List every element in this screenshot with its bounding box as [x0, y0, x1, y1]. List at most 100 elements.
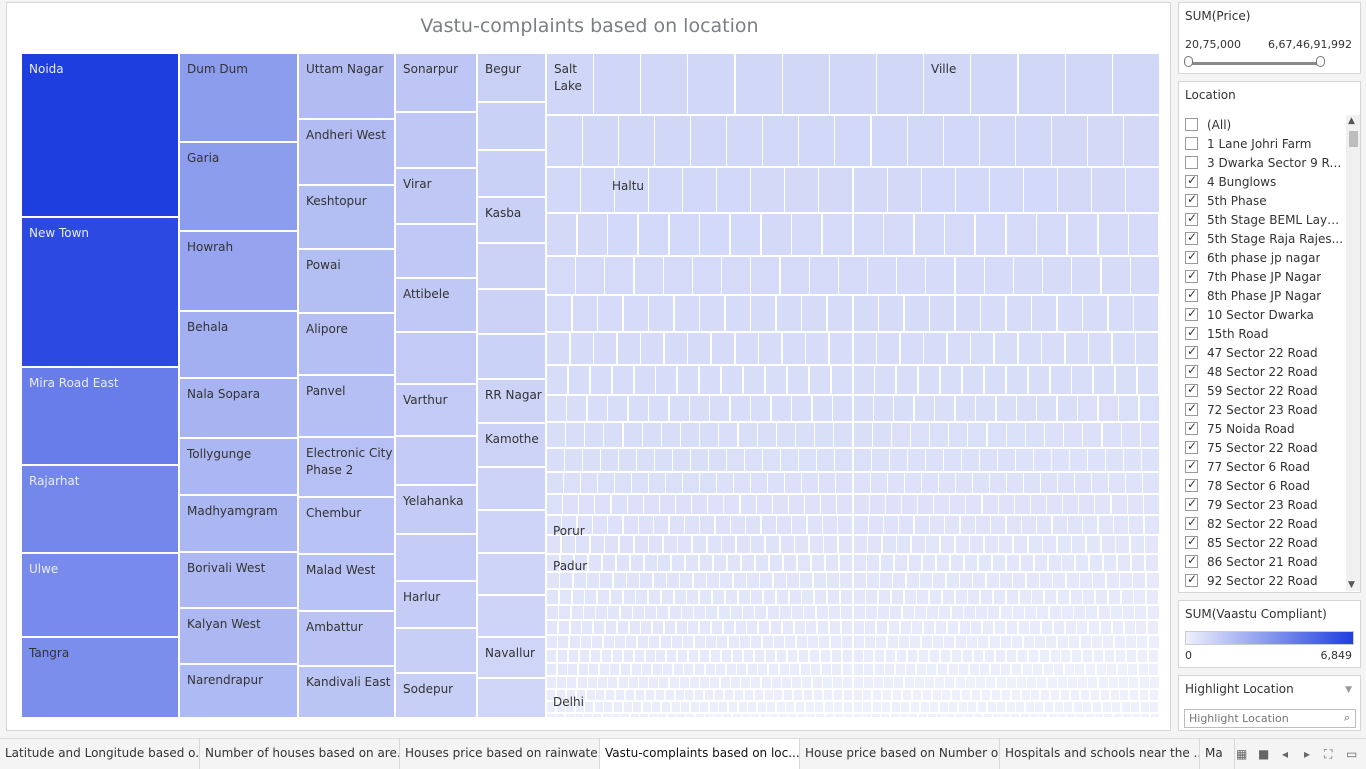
treemap-tile[interactable]: [805, 620, 817, 635]
treemap-tile[interactable]: [575, 535, 590, 554]
treemap-tile[interactable]: [782, 620, 794, 635]
treemap-tile[interactable]: [1137, 365, 1159, 395]
treemap-tile[interactable]: [825, 554, 839, 572]
treemap-tile[interactable]: [592, 713, 602, 718]
treemap-tile[interactable]: [831, 649, 842, 663]
treemap-tile[interactable]: [584, 422, 604, 448]
treemap-tile[interactable]: [1014, 494, 1031, 515]
treemap-tile[interactable]: [666, 649, 677, 663]
treemap-tile[interactable]: [1020, 554, 1034, 572]
treemap-tile[interactable]: [960, 515, 976, 535]
treemap-tile[interactable]: [626, 572, 640, 589]
treemap-tile[interactable]: [1098, 395, 1119, 422]
treemap-tile[interactable]: [607, 676, 618, 689]
treemap-tile[interactable]: [941, 689, 951, 701]
treemap-tile[interactable]: [965, 494, 982, 515]
treemap-tile[interactable]: [853, 535, 868, 554]
treemap-tile[interactable]: [716, 472, 734, 494]
treemap-tile[interactable]: [725, 295, 751, 332]
treemap-tile[interactable]: [923, 332, 947, 365]
treemap-tile[interactable]: [829, 332, 853, 365]
location-item[interactable]: 1 Lane Johri Farm: [1185, 134, 1347, 153]
treemap-tile[interactable]: [891, 589, 904, 605]
treemap-tile[interactable]: [1075, 713, 1085, 718]
treemap-tile[interactable]: [1018, 332, 1042, 365]
treemap-tile[interactable]: Kamothe: [477, 423, 546, 467]
treemap-tile[interactable]: [826, 572, 840, 589]
treemap-tile[interactable]: [685, 554, 699, 572]
treemap-tile[interactable]: [900, 332, 924, 365]
treemap-tile[interactable]: [594, 494, 611, 515]
treemap-tile[interactable]: [1078, 494, 1095, 515]
treemap-tile[interactable]: [677, 535, 692, 554]
treemap-tile[interactable]: [892, 689, 902, 701]
treemap-tile[interactable]: [987, 422, 1007, 448]
treemap-tile[interactable]: [634, 649, 645, 663]
treemap-tile[interactable]: [546, 620, 558, 635]
treemap-tile[interactable]: [728, 701, 738, 713]
treemap-tile[interactable]: [1133, 589, 1146, 605]
treemap-tile[interactable]: [811, 554, 825, 572]
treemap-tile[interactable]: [782, 53, 830, 115]
location-scrollbar[interactable]: ▲ ▼: [1346, 115, 1360, 591]
treemap-tile[interactable]: [935, 620, 947, 635]
treemap-tile[interactable]: [566, 395, 587, 422]
treemap-tile[interactable]: [1001, 689, 1011, 701]
treemap-tile[interactable]: [578, 494, 595, 515]
treemap-tile[interactable]: [726, 115, 763, 167]
treemap-tile[interactable]: [699, 554, 713, 572]
treemap-tile[interactable]: [705, 605, 718, 620]
treemap-tile[interactable]: Tollygunge: [179, 438, 298, 495]
treemap-tile[interactable]: [925, 535, 940, 554]
treemap-tile[interactable]: [1006, 589, 1019, 605]
treemap-tile[interactable]: [853, 213, 884, 256]
treemap-tile[interactable]: [943, 448, 962, 472]
treemap-tile[interactable]: [1032, 663, 1043, 676]
treemap-tile[interactable]: Dum Dum: [179, 53, 298, 142]
treemap-tile[interactable]: [1060, 689, 1070, 701]
treemap-tile[interactable]: [657, 554, 671, 572]
treemap-tile[interactable]: [1133, 295, 1159, 332]
treemap-tile[interactable]: [1131, 554, 1145, 572]
treemap-tile[interactable]: [1087, 448, 1106, 472]
treemap-tile[interactable]: [776, 295, 802, 332]
treemap-tile[interactable]: [907, 649, 918, 663]
treemap-tile[interactable]: [776, 649, 787, 663]
treemap-tile[interactable]: [654, 448, 673, 472]
treemap-tile[interactable]: [971, 689, 981, 701]
treemap-tile[interactable]: [1006, 472, 1024, 494]
treemap-tile[interactable]: [715, 663, 726, 676]
treemap-tile[interactable]: [1028, 365, 1050, 395]
treemap-tile[interactable]: [613, 701, 623, 713]
treemap-tile[interactable]: [1057, 535, 1072, 554]
treemap-tile[interactable]: [726, 448, 745, 472]
treemap-tile[interactable]: [876, 332, 900, 365]
treemap-tile[interactable]: [989, 472, 1007, 494]
treemap-tile[interactable]: [692, 535, 707, 554]
treemap-tile[interactable]: [1016, 395, 1037, 422]
treemap-tile[interactable]: Chembur: [298, 497, 395, 554]
treemap-tile[interactable]: [893, 676, 904, 689]
treemap-tile[interactable]: [807, 515, 823, 535]
treemap-tile[interactable]: [1145, 554, 1159, 572]
treemap-tile[interactable]: [750, 535, 765, 554]
treemap-tile[interactable]: [1069, 448, 1088, 472]
treemap-tile[interactable]: [610, 589, 623, 605]
treemap-tile[interactable]: [947, 620, 959, 635]
treemap-tile[interactable]: [769, 554, 783, 572]
treemap-tile[interactable]: [1006, 649, 1017, 663]
treemap-tile[interactable]: [829, 53, 877, 115]
treemap-tile[interactable]: [990, 515, 1006, 535]
treemap-tile[interactable]: [713, 554, 727, 572]
treemap-tile[interactable]: [546, 589, 559, 605]
fit-screen-icon[interactable]: ⛶: [1324, 747, 1333, 761]
treemap-tile[interactable]: [1036, 395, 1057, 422]
treemap-tile[interactable]: [750, 295, 776, 332]
location-checkbox[interactable]: [1185, 382, 1198, 397]
treemap-tile[interactable]: [776, 515, 792, 535]
treemap-tile[interactable]: [900, 701, 910, 713]
treemap-tile[interactable]: [1048, 554, 1062, 572]
treemap-tile[interactable]: [785, 701, 795, 713]
treemap-tile[interactable]: [787, 365, 809, 395]
treemap-tile[interactable]: [882, 535, 897, 554]
